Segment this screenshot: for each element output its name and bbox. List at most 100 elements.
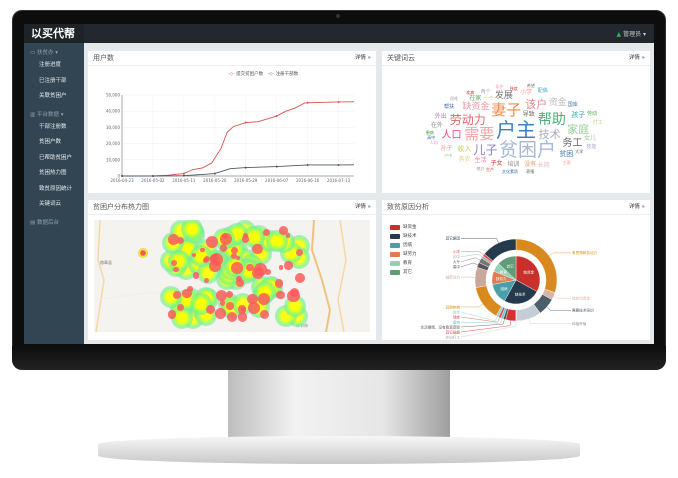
word-cloud-word[interactable]: 务农 [458, 155, 471, 163]
word-cloud-word[interactable]: 残疾 [509, 86, 518, 92]
segment-label: 大专 [453, 259, 461, 264]
word-cloud-word[interactable]: 技能 [586, 144, 597, 151]
sidebar-item-linked-households[interactable]: 关联贫困户 [39, 93, 67, 99]
heat-hotspot [206, 236, 219, 249]
word-cloud-word[interactable]: 贫困 [559, 149, 574, 158]
heatmap-panel: 贫困户分布热力图 详情 » 赫章县 毕节市 [88, 200, 376, 340]
word-cloud-word[interactable]: 人均 [429, 139, 438, 145]
word-cloud-word[interactable]: 需要 [464, 124, 495, 143]
word-cloud-word[interactable]: 技术 [538, 128, 561, 142]
sidebar-item-word-cloud[interactable]: 关键词云 [39, 201, 62, 207]
word-cloud-word[interactable]: 患病 [425, 129, 434, 135]
word-cloud-word[interactable]: 生产 [485, 167, 494, 173]
sidebar-item-registered-cadres[interactable]: 已注册干部 [39, 77, 67, 84]
word-cloud-word[interactable]: 长期 [537, 162, 550, 170]
label-line [546, 306, 571, 311]
monitor-camera [336, 14, 340, 18]
word-cloud-word[interactable]: 在外 [430, 121, 443, 129]
word-cloud-word[interactable]: 贫困户 [498, 139, 556, 162]
word-cloud-word[interactable]: 户中 [444, 153, 453, 159]
word-cloud-word[interactable]: 收入 [457, 145, 472, 154]
heat-hotspot [173, 266, 179, 273]
word-cloud-word[interactable]: 资金 [548, 97, 567, 108]
word-cloud-word[interactable]: 孩子 [571, 111, 586, 120]
word-cloud-word[interactable]: 外出 [434, 112, 447, 120]
word-cloud-word[interactable]: 儿子 [473, 143, 498, 158]
word-cloud-word[interactable]: 养殖 [526, 168, 535, 174]
details-link[interactable]: 详情 » [628, 204, 645, 210]
word-cloud-word[interactable]: 帮助 [537, 112, 566, 129]
word-cloud-word[interactable]: 生活 [474, 157, 487, 165]
legend-item[interactable]: 缺劳力 [390, 251, 417, 257]
chart-legend[interactable]: -◇- 提交贫困户数 -◇- 注册干部数 [228, 72, 299, 77]
heat-hotspot [167, 310, 177, 319]
label-line [549, 252, 571, 257]
word-cloud-word[interactable]: 一个 [483, 95, 494, 102]
legend-item[interactable]: 缺技术 [390, 233, 417, 239]
legend-item[interactable]: 其它 [390, 269, 412, 275]
sidebar-item-helped-households[interactable]: 已帮助贫困户 [39, 154, 73, 161]
legend-label: 缺资金 [403, 225, 417, 230]
word-cloud-word[interactable]: 没有 [524, 160, 537, 168]
word-cloud-word[interactable]: 导致 [522, 110, 535, 118]
word-cloud-word[interactable]: 人口 [441, 129, 462, 141]
word-cloud-word[interactable]: 希望 [526, 83, 535, 89]
details-link[interactable]: 详情 » [354, 55, 371, 61]
data-point [244, 166, 247, 169]
word-cloud-word[interactable]: 文化素质 [501, 169, 518, 175]
word-cloud-word[interactable]: 打工 [592, 119, 603, 126]
label-line [460, 318, 503, 324]
sidebar-group-data-backend[interactable]: ▤ 数据后台 [30, 219, 59, 226]
legend-item[interactable]: 缺资金 [390, 224, 417, 230]
word-cloud-word[interactable]: 户主 [496, 118, 536, 142]
sidebar-item-heatmap[interactable]: 贫困热力图 [39, 170, 67, 176]
word-cloud-word[interactable]: 妻子 [491, 101, 522, 120]
word-cloud-word[interactable]: 家庭 [567, 122, 590, 136]
word-cloud-word[interactable]: 大学 [575, 148, 584, 154]
word-cloud-word[interactable]: 疾病 [466, 89, 475, 95]
label-line [553, 296, 571, 299]
app-screen: 以买代帮 ▲ 管理员 ▾ ▭ 扶贫办 ▾ 注册进度 已注册干部 关联贫困户 ▥ … [24, 24, 654, 344]
word-cloud-word[interactable]: 小学 [520, 89, 533, 97]
sidebar-group-poverty-office[interactable]: ▭ 扶贫办 ▾ [30, 50, 58, 56]
details-link[interactable]: 详情 » [628, 55, 645, 61]
word-cloud-word[interactable]: 在家 [469, 95, 482, 103]
sidebar-item-cadre-count[interactable]: 干部注册数 [39, 123, 67, 130]
monitor-chin [12, 346, 666, 370]
data-point [275, 165, 278, 168]
word-cloud-word[interactable]: 帮扶 [444, 104, 455, 111]
word-cloud-word[interactable]: 孙子 [440, 144, 453, 152]
details-link[interactable]: 详情 » [354, 204, 371, 210]
heat-zone [265, 230, 288, 253]
word-cloud-word[interactable]: 培训 [507, 161, 520, 169]
legend-item[interactable]: 因病 [390, 242, 412, 248]
sidebar-group-platform-data[interactable]: ▥ 平台数据 ▾ [30, 111, 64, 118]
sidebar-item-registration-progress[interactable]: 注册进度 [39, 62, 62, 68]
word-cloud-word[interactable]: 发展 [494, 91, 513, 102]
word-cloud-word[interactable]: 女儿 [584, 135, 597, 143]
user-menu[interactable]: ▲ 管理员 ▾ [616, 31, 646, 38]
data-point [121, 175, 123, 177]
word-cloud-word[interactable]: 劳动 [587, 110, 598, 117]
word-cloud-word[interactable]: 配偶 [537, 87, 548, 94]
word-cloud-word[interactable]: 两个 [480, 89, 491, 96]
word-cloud-word[interactable]: 劳动力 [449, 112, 486, 127]
heatmap-map[interactable]: 赫章县 毕节市 [94, 220, 370, 332]
word-cloud-word[interactable]: 子女 [490, 160, 503, 168]
sidebar-item-cause-stats[interactable]: 致贫原因统计 [39, 185, 73, 192]
data-point [182, 174, 185, 177]
legend-item[interactable]: 教育 [390, 260, 412, 266]
word-cloud-word[interactable]: 地方 [476, 165, 485, 171]
word-cloud-word[interactable]: 困难 [449, 96, 458, 102]
word-cloud-word[interactable]: 条件 [495, 83, 504, 89]
word-cloud-word[interactable]: 务工 [562, 137, 583, 149]
word-cloud-word[interactable]: 高中 [427, 134, 436, 140]
sidebar-item-household-count[interactable]: 贫困户数 [39, 139, 62, 145]
series-line-2 [122, 164, 355, 177]
word-cloud-word[interactable]: 该户 [525, 98, 548, 112]
label-line [460, 257, 481, 262]
segment-label: 缺劳动力 [446, 274, 461, 279]
word-cloud-word[interactable]: 国库 [567, 101, 578, 108]
word-cloud-word[interactable]: 主要 [562, 160, 571, 166]
word-cloud-word[interactable]: 缺资金 [462, 102, 490, 113]
